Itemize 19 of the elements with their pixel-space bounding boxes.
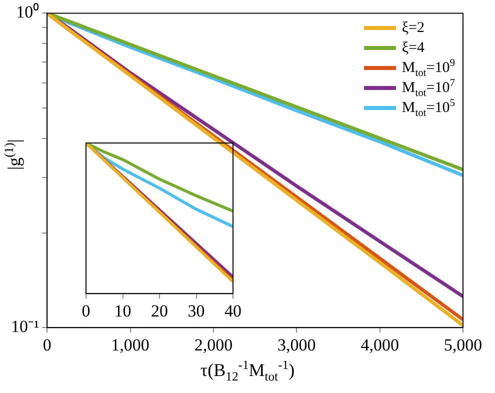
x-tick-label: 4,000: [360, 335, 399, 354]
y-tick-label: 10⁰: [16, 2, 40, 22]
x-axis-title: τ(B$_{12}$$^{-1}$M$_{tot}$$^{-1}$): [199, 358, 296, 384]
legend-label: ξ=4: [402, 38, 424, 58]
x-tick-label: 2,000: [194, 335, 233, 354]
x-tick-label: 10: [114, 301, 132, 320]
legend-label: ξ=2: [402, 18, 424, 38]
x-tick-label: 1,000: [111, 335, 150, 354]
y-tick-label: 10⁻¹: [10, 317, 40, 336]
legend-label: M$_{tot}$=10$^{9}$: [402, 58, 455, 78]
legend-label: M$_{tot}$=10$^{5}$: [402, 98, 455, 118]
x-tick-label: 30: [188, 301, 205, 320]
x-tick-label: 5,000: [444, 335, 482, 354]
x-tick-label: 20: [151, 301, 168, 320]
x-tick-label: 3,000: [278, 335, 316, 354]
legend-label: M$_{tot}$=10$^{7}$: [402, 78, 455, 98]
x-tick-label: 40: [224, 301, 242, 320]
x-tick-label: 0: [42, 335, 52, 354]
x-tick-label: 0: [82, 301, 90, 320]
